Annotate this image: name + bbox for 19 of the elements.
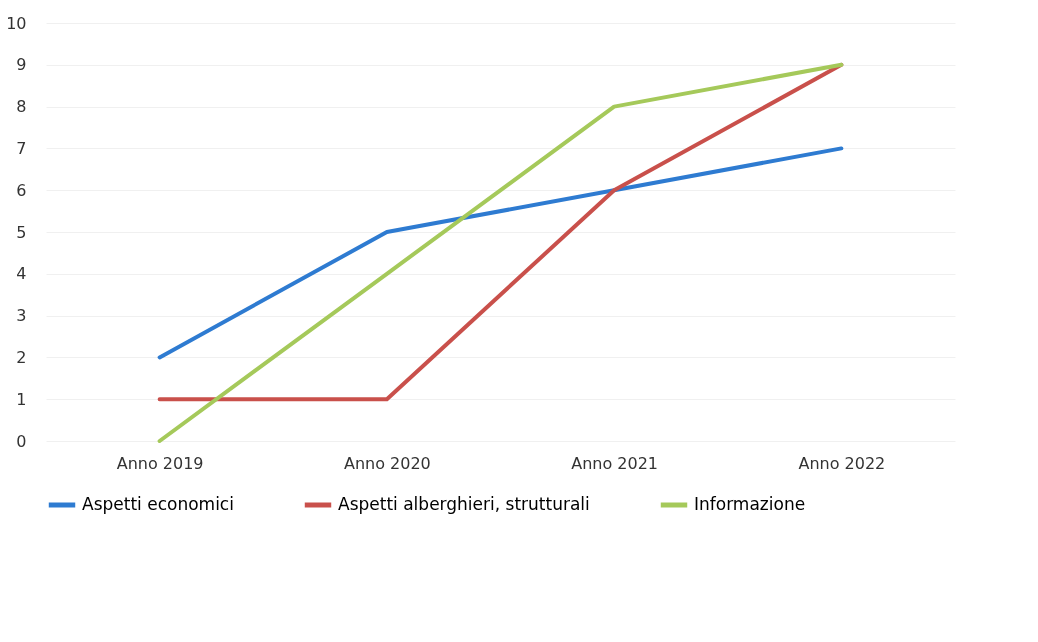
- y-tick-label: 2: [16, 347, 27, 367]
- y-tick-label: 9: [16, 55, 27, 75]
- x-tick-label: Anno 2021: [571, 453, 659, 473]
- y-tick-label: 5: [16, 222, 27, 242]
- y-tick-label: 8: [16, 97, 27, 117]
- x-tick-label: Anno 2022: [798, 453, 886, 473]
- legend-label: Aspetti alberghieri, strutturali: [338, 494, 590, 514]
- y-tick-label: 6: [16, 180, 27, 200]
- x-tick-label: Anno 2019: [116, 453, 204, 473]
- legend-label: Informazione: [694, 494, 806, 514]
- legend-label: Aspetti economici: [82, 494, 234, 514]
- y-tick-label: 1: [16, 389, 27, 409]
- y-tick-label: 0: [16, 431, 27, 451]
- line-series: [157, 146, 844, 360]
- x-tick-label: Anno 2020: [343, 453, 431, 473]
- y-tick-label: 4: [16, 264, 27, 284]
- y-tick-label: 10: [6, 13, 27, 33]
- y-tick-label: 3: [16, 306, 27, 326]
- y-tick-label: 7: [16, 138, 27, 158]
